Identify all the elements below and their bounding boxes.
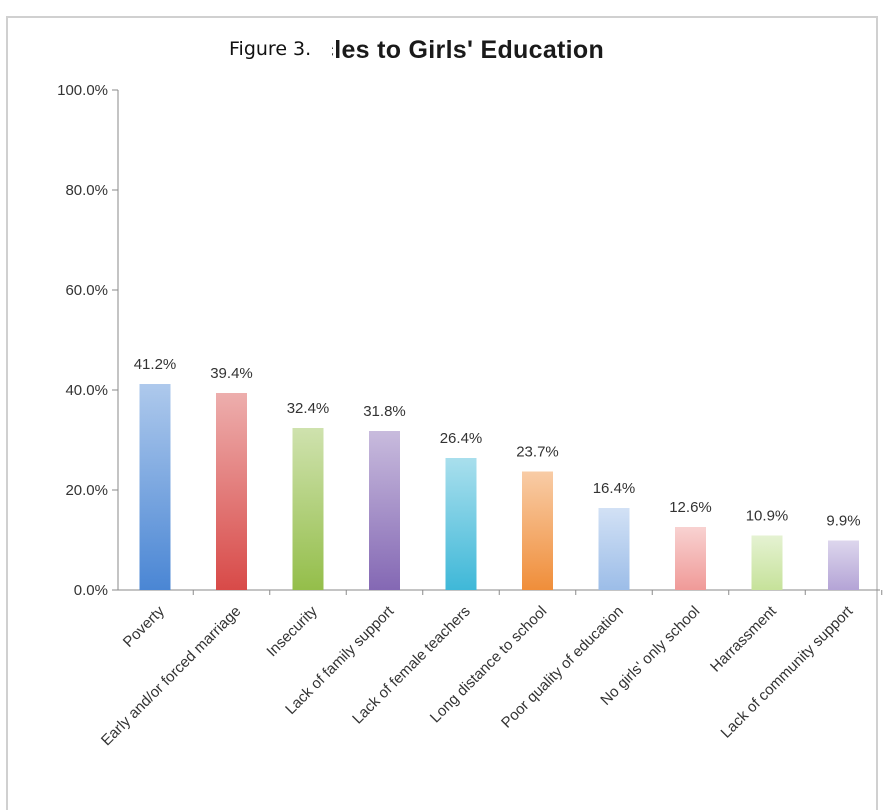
bar-4 <box>369 431 400 590</box>
y-tick-label: 60.0% <box>65 282 108 299</box>
data-label: 12.6% <box>669 499 712 516</box>
category-label: Poverty <box>120 602 168 650</box>
y-tick-label: 20.0% <box>65 482 108 499</box>
bar-2 <box>216 393 247 590</box>
bar-9 <box>751 535 783 590</box>
bar-7 <box>598 508 630 590</box>
data-label: 23.7% <box>516 444 559 461</box>
bar-5 <box>445 458 477 590</box>
data-label: 26.4% <box>440 430 483 447</box>
data-label: 41.2% <box>134 356 177 373</box>
chart-title: cles to Girls' Education <box>320 36 605 64</box>
category-label: Harrassment <box>707 602 780 675</box>
category-label: Poor quality of education <box>498 603 627 732</box>
data-label: 31.8% <box>363 403 406 420</box>
y-tick-label: 80.0% <box>65 182 108 199</box>
category-label: Early and/or forced marriage <box>98 603 244 749</box>
bar-6 <box>522 471 553 590</box>
bar-8 <box>675 527 706 590</box>
data-label: 39.4% <box>210 365 253 382</box>
figure-caption: Figure 3. <box>229 38 312 60</box>
bar-1 <box>139 384 171 590</box>
category-label: Insecurity <box>263 602 321 660</box>
caption-overlay <box>208 26 332 78</box>
data-label: 9.9% <box>826 513 860 530</box>
y-tick-label: 40.0% <box>65 382 108 399</box>
bar-10 <box>828 540 859 590</box>
data-label: 32.4% <box>287 400 330 417</box>
bar-3 <box>292 428 324 590</box>
chart-border <box>6 16 878 810</box>
data-label: 16.4% <box>593 480 636 497</box>
category-label: Lack of community support <box>718 602 857 741</box>
data-label: 10.9% <box>746 508 789 525</box>
y-tick-label: 100.0% <box>57 82 108 99</box>
y-tick-label: 0.0% <box>74 582 108 599</box>
